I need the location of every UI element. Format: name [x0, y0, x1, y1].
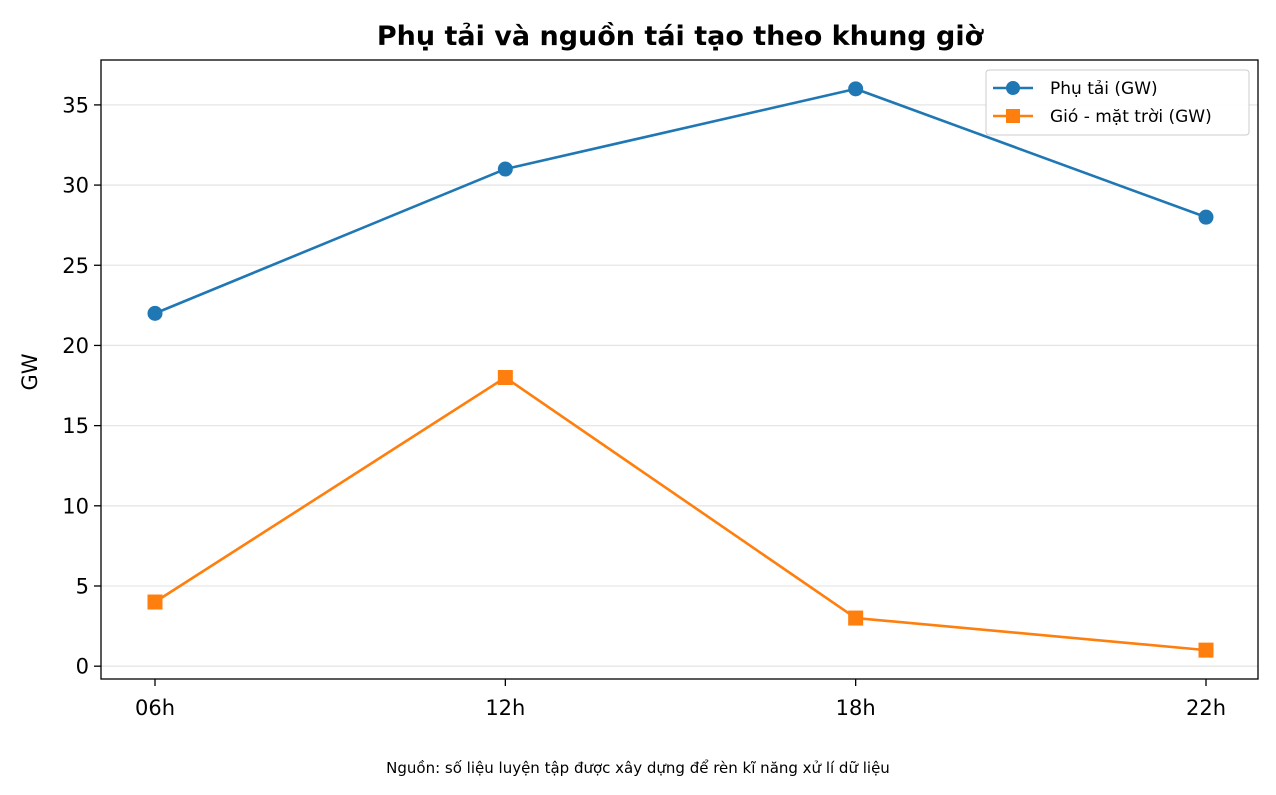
legend-label-renewable: Gió - mặt trời (GW): [1050, 107, 1212, 127]
data-point: [497, 370, 513, 386]
x-tick-label: 06h: [135, 696, 175, 720]
y-axis-label: GW: [18, 353, 42, 390]
y-tick-label: 30: [62, 174, 89, 198]
plot-frame: [100, 59, 1259, 680]
legend-box: [985, 69, 1250, 136]
y-tick-label: 15: [62, 414, 89, 438]
series-0: [147, 81, 1214, 321]
data-point: [848, 610, 864, 626]
data-point: [147, 594, 163, 610]
x-tick-label: 12h: [485, 696, 525, 720]
series-line: [154, 376, 1207, 652]
data-point: [1198, 642, 1214, 658]
footnote: Nguồn: số liệu luyện tập được xây dựng đ…: [386, 759, 890, 777]
series-1: [147, 370, 1214, 658]
series-layer: [147, 81, 1214, 658]
x-tick-label: 18h: [836, 696, 876, 720]
y-tick-label: 35: [62, 93, 89, 117]
x-axis-ticks: 06h 12h 18h 22h: [135, 679, 1226, 720]
y-tick-label: 10: [62, 494, 89, 518]
y-tick-label: 5: [76, 574, 89, 598]
y-tick-label: 20: [62, 334, 89, 358]
data-point: [497, 161, 513, 177]
data-point: [1198, 209, 1214, 225]
grid-lines: [101, 104, 1258, 667]
y-tick-label: 0: [76, 655, 89, 679]
chart-title: Phụ tải và nguồn tái tạo theo khung giờ: [377, 21, 985, 52]
legend: Phụ tải (GW) Gió - mặt trời (GW): [985, 69, 1250, 136]
data-point: [848, 81, 864, 97]
series-line: [154, 87, 1207, 315]
legend-marker-load: [1006, 81, 1020, 95]
y-tick-label: 25: [62, 254, 89, 278]
data-point: [147, 305, 163, 321]
x-tick-label: 22h: [1186, 696, 1226, 720]
legend-label-load: Phụ tải (GW): [1050, 79, 1158, 99]
legend-marker-renewable: [1006, 109, 1020, 123]
y-axis-ticks: 0 5 10 15 20 25 30 35: [62, 93, 101, 679]
